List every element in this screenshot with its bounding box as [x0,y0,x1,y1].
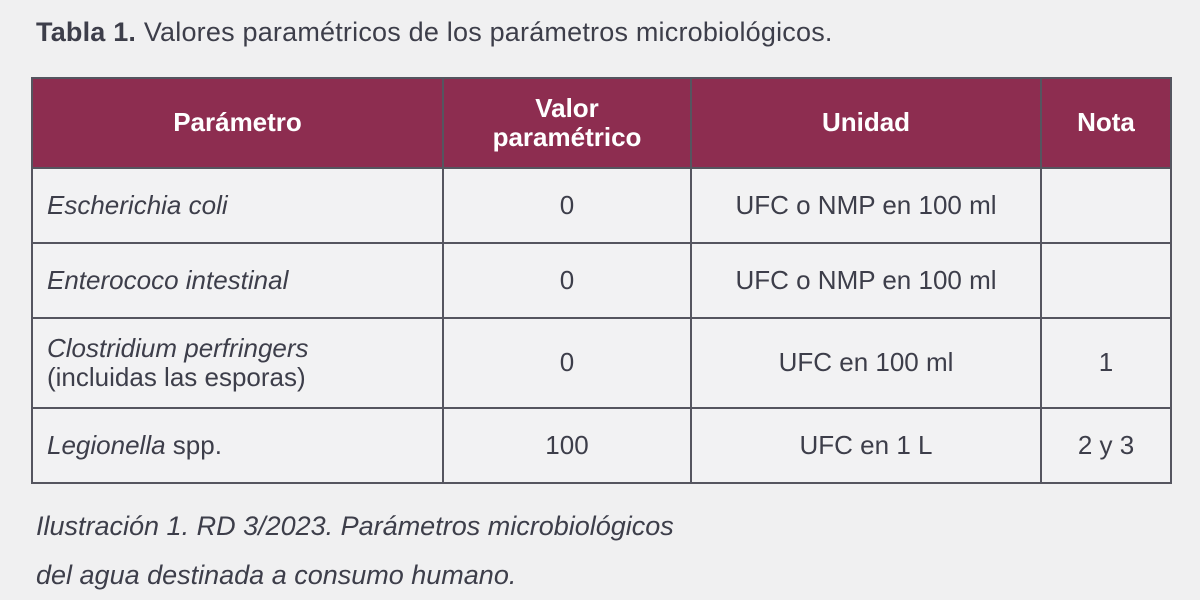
value-cell: 0 [442,317,692,410]
table-title-number: Tabla 1. [36,17,137,47]
note-cell: 1 [1040,317,1172,410]
caption-line-2: del agua destinada a consumo humano. [36,559,517,590]
unit-cell: UFC o NMP en 100 ml [690,242,1042,320]
table-row: Clostridium perfringers (incluidas las es… [31,317,1172,410]
parameter-cell: Legionella spp. [31,407,444,485]
parameter-cell: Enterococo intestinal [31,242,444,320]
note-cell: 2 y 3 [1040,407,1172,485]
parameter-cell: Escherichia coli [31,167,444,245]
caption-line-1: Ilustración 1. RD 3/2023. Parámetros mic… [36,511,674,542]
unit-cell: UFC o NMP en 100 ml [690,167,1042,245]
value-cell: 0 [442,242,692,320]
parameter-name-segment: (incluidas las esporas) [47,362,306,393]
table-row: Escherichia coli 0 UFC o NMP en 100 ml [31,167,1172,245]
parameter-cell: Clostridium perfringers (incluidas las es… [31,317,444,410]
table-title-text: Valores paramétricos de los parámetros m… [136,17,833,47]
table-row: Enterococo intestinal 0 UFC o NMP en 100 m… [31,242,1172,320]
header-nota: Nota [1040,77,1172,170]
note-cell [1040,242,1172,320]
parameter-name-segment: Legionella [47,429,166,460]
parameter-name-segment: Escherichia coli [47,189,228,220]
table-header-row: Parámetro Valor paramétrico Unidad Nota [31,77,1172,170]
header-valor-parametrico: Valor paramétrico [442,77,692,170]
table-title: Tabla 1. Valores paramétricos de los par… [31,16,1180,48]
parameter-name-segment: Clostridium perfringers [47,332,309,363]
note-cell [1040,167,1172,245]
figure-caption: Ilustración 1. RD 3/2023. Parámetros mic… [31,510,1180,591]
unit-cell: UFC en 100 ml [690,317,1042,410]
table-body: Escherichia coli 0 UFC o NMP en 100 ml Ente… [31,167,1172,485]
parameter-name-segment: Enterococo intestinal [47,264,289,295]
unit-cell: UFC en 1 L [690,407,1042,485]
value-cell: 0 [442,167,692,245]
header-parametro: Parámetro [31,77,444,170]
parameter-name-segment: spp. [165,429,222,460]
parametric-values-table: Parámetro Valor paramétrico Unidad Nota … [31,77,1172,485]
header-unidad: Unidad [690,77,1042,170]
value-cell: 100 [442,407,692,485]
